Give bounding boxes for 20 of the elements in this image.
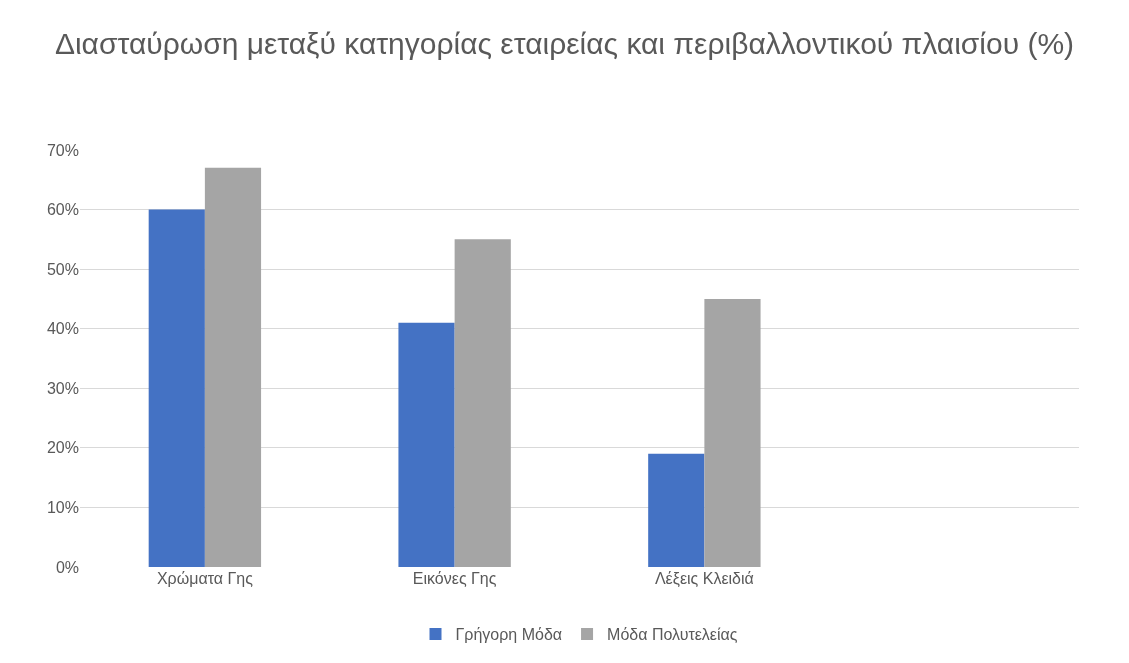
y-tick-label: 50% (46, 260, 79, 278)
x-tick-label: Λέξεις Κλειδιά (654, 570, 754, 588)
y-tick-label: 70% (46, 141, 79, 159)
bar (148, 209, 205, 567)
legend-label: Γρήγορη Μόδα (455, 626, 563, 644)
y-tick-label: 0% (55, 558, 79, 576)
y-tick-label: 30% (46, 379, 79, 397)
x-tick-label: Εικόνες Γης (412, 570, 497, 587)
legend-label: Μόδα Πολυτελείας (607, 626, 738, 644)
bar (704, 298, 761, 567)
chart-title: Διασταύρωση μεταξύ κατηγορίας εταιρείας και περιβαλλοντικού πλαισίου (%) (54, 27, 1075, 61)
y-tick-label: 20% (46, 439, 79, 457)
y-tick-label: 60% (46, 201, 79, 219)
bar (204, 167, 262, 567)
x-tick-label: Χρώματα Γης (156, 570, 254, 587)
bar (454, 239, 511, 567)
y-tick-label: 40% (46, 320, 79, 338)
bar (398, 322, 455, 567)
bar (648, 453, 705, 567)
y-tick-label: 10% (46, 499, 79, 517)
